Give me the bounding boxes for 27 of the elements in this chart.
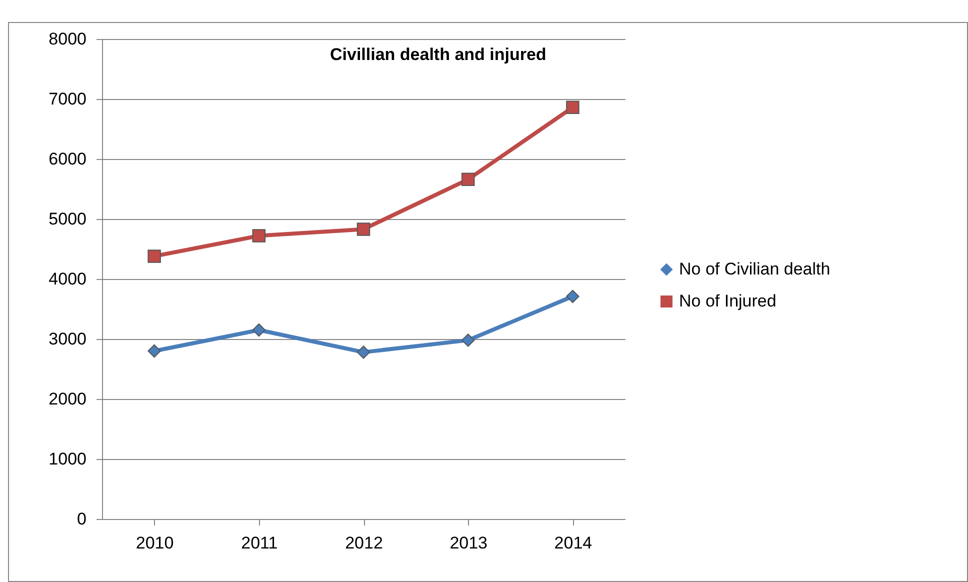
x-tick-label: 2014 <box>554 534 592 552</box>
legend-label: No of Injured <box>679 292 776 310</box>
point <box>252 323 266 337</box>
y-tick-label: 4000 <box>48 270 86 288</box>
x-tick-label: 2013 <box>450 534 488 552</box>
y-tick-label: 2000 <box>48 390 86 408</box>
x-tick-label: 2010 <box>136 534 174 552</box>
legend-label: No of Civilian dealth <box>679 260 830 278</box>
y-tick-label: 7000 <box>48 90 86 108</box>
y-tick-label: 5000 <box>48 210 86 228</box>
point <box>566 290 580 304</box>
y-tick-label: 8000 <box>48 30 86 48</box>
y-tick-label: 6000 <box>48 150 86 168</box>
y-tick-label: 0 <box>77 510 86 528</box>
point <box>356 346 370 359</box>
x-tick-label: 2011 <box>241 534 278 552</box>
chart-title: Civillian dealth and injured <box>330 45 546 64</box>
point <box>566 100 580 114</box>
point <box>148 250 161 263</box>
point <box>252 229 266 242</box>
point <box>356 222 370 236</box>
y-tick-label: 1000 <box>48 450 86 468</box>
x-tick-label: 2012 <box>345 534 383 552</box>
point <box>148 344 161 358</box>
point <box>461 334 475 347</box>
point <box>461 172 475 186</box>
y-tick-label: 3000 <box>48 330 86 348</box>
